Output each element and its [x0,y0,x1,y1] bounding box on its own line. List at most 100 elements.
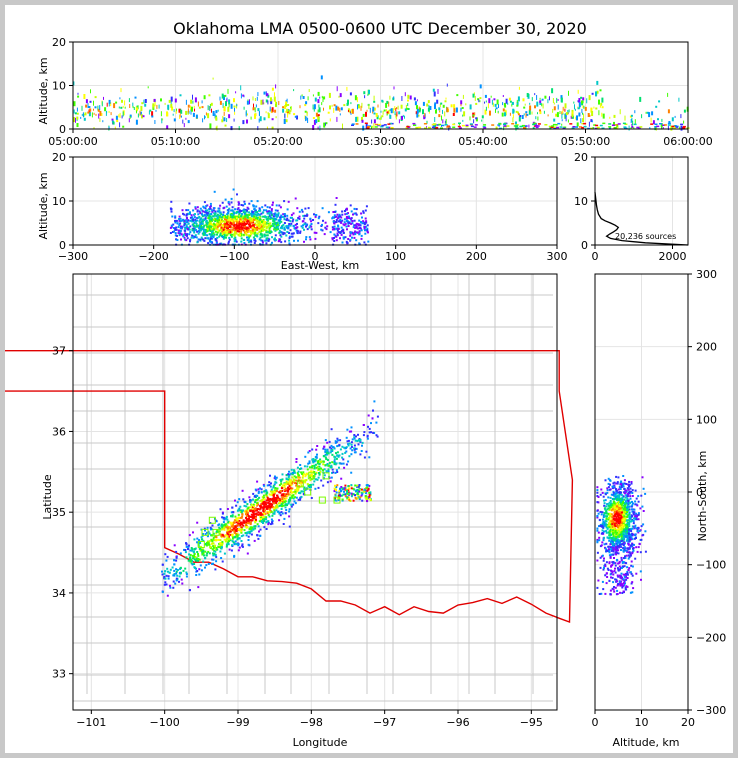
source-mark [624,127,628,130]
source-mark [226,508,229,510]
source-mark [260,505,263,508]
source-mark [228,236,231,239]
source-mark [389,95,391,100]
source-mark [341,499,344,502]
source-mark [195,220,197,223]
source-mark [483,124,487,126]
source-mark [315,112,318,117]
source-mark [191,549,194,552]
source-mark [289,216,292,219]
source-mark [166,111,168,117]
source-mark [174,227,177,230]
source-mark [267,501,270,504]
source-mark [221,511,224,514]
source-mark [274,237,276,240]
source-mark [197,553,199,556]
source-mark [563,126,567,128]
source-mark [186,213,188,216]
source-mark [246,100,249,105]
source-mark [609,528,612,531]
source-mark [274,500,277,503]
source-mark [462,114,464,117]
source-mark [263,228,266,231]
source-mark [429,106,432,110]
source-mark [337,439,340,442]
source-mark [185,542,187,545]
source-mark [232,511,235,514]
source-mark [229,231,232,234]
source-mark [621,482,624,485]
source-mark [237,201,240,204]
source-mark [284,105,287,109]
source-mark [245,534,248,537]
source-mark [553,126,557,128]
source-mark [206,228,209,231]
source-mark [277,510,280,513]
source-mark [358,227,361,229]
source-mark [214,212,217,215]
source-mark [539,109,541,112]
source-mark [637,495,640,498]
source-mark [272,494,275,496]
source-mark [224,540,227,543]
source-mark [347,439,350,442]
source-mark [179,552,182,555]
source-mark [272,492,275,495]
source-mark [258,496,261,499]
source-mark [288,510,291,513]
source-mark [336,232,339,235]
source-mark [269,474,271,477]
source-mark [273,512,276,515]
source-mark [233,521,236,524]
source-mark [551,125,555,127]
source-mark [479,100,481,103]
source-mark [438,123,442,126]
latitude-tick-label: 34 [52,587,66,600]
source-mark [343,224,346,227]
source-mark [215,532,218,535]
source-mark [246,119,248,124]
source-mark [280,214,283,217]
source-mark [634,524,637,527]
source-mark [363,490,366,493]
source-mark [241,544,244,547]
source-mark [353,444,356,447]
source-mark [353,437,356,440]
source-mark [363,431,366,434]
source-mark [274,507,277,509]
source-mark [612,581,615,584]
source-mark [504,104,507,108]
source-mark [313,466,316,469]
source-mark [278,219,281,222]
source-mark [226,222,229,225]
source-mark [240,234,243,237]
source-mark [245,519,248,522]
source-mark [634,500,637,503]
source-mark [181,219,184,222]
source-mark [81,113,83,116]
source-mark [206,237,209,240]
source-mark [296,466,299,469]
source-mark [321,229,324,232]
source-mark [268,505,271,508]
source-mark [227,212,230,214]
source-mark [303,228,305,231]
source-mark [216,226,219,228]
source-mark [602,122,606,125]
source-mark [214,113,216,119]
source-mark [629,487,632,490]
source-mark [210,216,213,219]
source-mark [324,464,327,467]
source-mark [271,107,274,113]
county-lines [72,273,553,702]
source-mark [284,503,287,506]
source-mark [304,455,307,458]
source-mark [189,560,192,563]
latitude-tick-label: 35 [52,506,66,519]
longitude-tick-label: −98 [300,716,323,729]
source-mark [181,582,184,585]
source-mark [269,216,272,219]
source-mark [349,204,352,207]
source-mark [575,116,577,120]
source-mark [335,499,338,502]
